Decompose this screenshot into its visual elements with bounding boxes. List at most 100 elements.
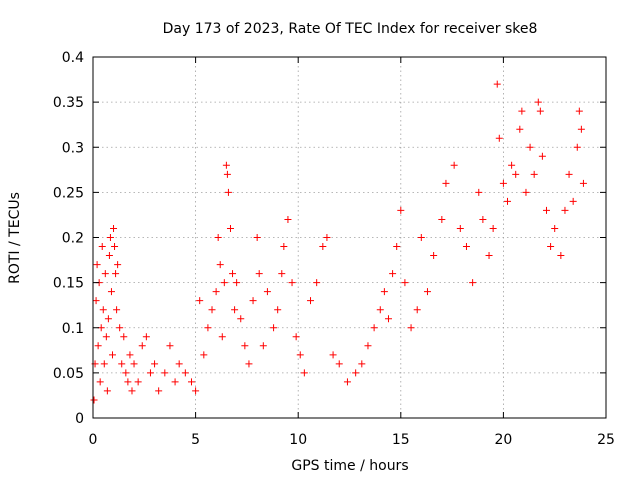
data-point (335, 360, 343, 368)
data-point (134, 378, 142, 386)
data-point (101, 270, 109, 278)
data-point (237, 315, 245, 323)
data-point (393, 243, 401, 251)
data-point (551, 224, 559, 232)
data-point (105, 252, 113, 260)
data-point (579, 179, 587, 187)
x-tick-label: 15 (392, 432, 410, 448)
data-point (384, 315, 392, 323)
y-tick-label: 0.25 (53, 185, 84, 201)
data-point (499, 179, 507, 187)
data-point (110, 224, 118, 232)
x-tick-labels: 0 5 10 15 20 25 (89, 432, 615, 448)
data-point (263, 288, 271, 296)
data-point (479, 215, 487, 223)
data-point (577, 125, 585, 133)
data-point (220, 279, 228, 287)
y-tick-label: 0 (75, 411, 84, 427)
data-point (106, 234, 114, 241)
data-point (518, 107, 526, 115)
data-point (526, 143, 534, 151)
x-tick-label: 20 (494, 432, 512, 448)
data-point (249, 297, 257, 305)
data-point (573, 143, 581, 151)
data-point (122, 369, 130, 377)
data-point (259, 342, 267, 350)
data-point (181, 369, 189, 377)
data-point (146, 369, 154, 377)
data-point (417, 234, 425, 241)
data-point (120, 333, 128, 341)
data-point (495, 134, 503, 142)
data-point (407, 324, 415, 332)
data-point (99, 306, 107, 314)
data-point (516, 125, 524, 133)
y-tick-label: 0.2 (62, 231, 84, 247)
data-point (343, 378, 351, 386)
data-point (142, 333, 150, 341)
data-point (475, 188, 483, 196)
data-point (255, 270, 263, 278)
data-point (192, 387, 200, 395)
x-tick-label: 25 (597, 432, 615, 448)
data-point (124, 378, 132, 386)
x-axis-label: GPS time / hours (291, 458, 408, 474)
data-point (323, 234, 331, 241)
data-point (557, 252, 565, 260)
data-point (126, 351, 134, 359)
data-point (469, 279, 477, 287)
data-point (401, 279, 409, 287)
data-point (116, 324, 124, 332)
data-point (200, 351, 208, 359)
data-point (536, 107, 544, 115)
data-point (284, 215, 292, 223)
data-point (231, 306, 239, 314)
data-point (370, 324, 378, 332)
data-point (108, 351, 116, 359)
data-point (493, 80, 501, 88)
data-point (319, 243, 327, 251)
data-point (423, 288, 431, 296)
y-tick-label: 0.3 (62, 140, 84, 156)
data-point (534, 98, 542, 106)
data-point (364, 342, 372, 350)
data-point (114, 261, 122, 269)
data-point (442, 179, 450, 187)
data-point (278, 270, 286, 278)
data-point (358, 360, 366, 368)
data-point (94, 342, 102, 350)
data-point (155, 387, 163, 395)
data-point (397, 206, 405, 214)
data-point (376, 306, 384, 314)
data-point (171, 378, 179, 386)
data-point (565, 170, 573, 178)
data-point (413, 306, 421, 314)
data-point (438, 215, 446, 223)
data-point (288, 279, 296, 287)
data-point (102, 333, 110, 341)
y-axis-label: ROTI / TECUs (7, 192, 23, 284)
data-point (100, 360, 108, 368)
data-point (561, 206, 569, 214)
data-point (300, 369, 308, 377)
data-point (462, 243, 470, 251)
data-point (329, 351, 337, 359)
data-point (389, 270, 397, 278)
data-point (456, 224, 464, 232)
data-point (175, 360, 183, 368)
x-tick-label: 10 (289, 432, 307, 448)
data-point (208, 306, 216, 314)
data-point (508, 161, 516, 169)
y-tick-label: 0.05 (53, 366, 84, 382)
data-point (113, 306, 121, 314)
data-point (98, 243, 106, 251)
data-point (512, 170, 520, 178)
y-tick-labels: 0 0.05 0.1 0.15 0.2 0.25 0.3 0.35 0.4 (53, 50, 84, 427)
data-point (111, 243, 119, 251)
y-tick-label: 0.1 (62, 321, 84, 337)
data-point (229, 270, 237, 278)
data-point (292, 333, 300, 341)
data-point (530, 170, 538, 178)
